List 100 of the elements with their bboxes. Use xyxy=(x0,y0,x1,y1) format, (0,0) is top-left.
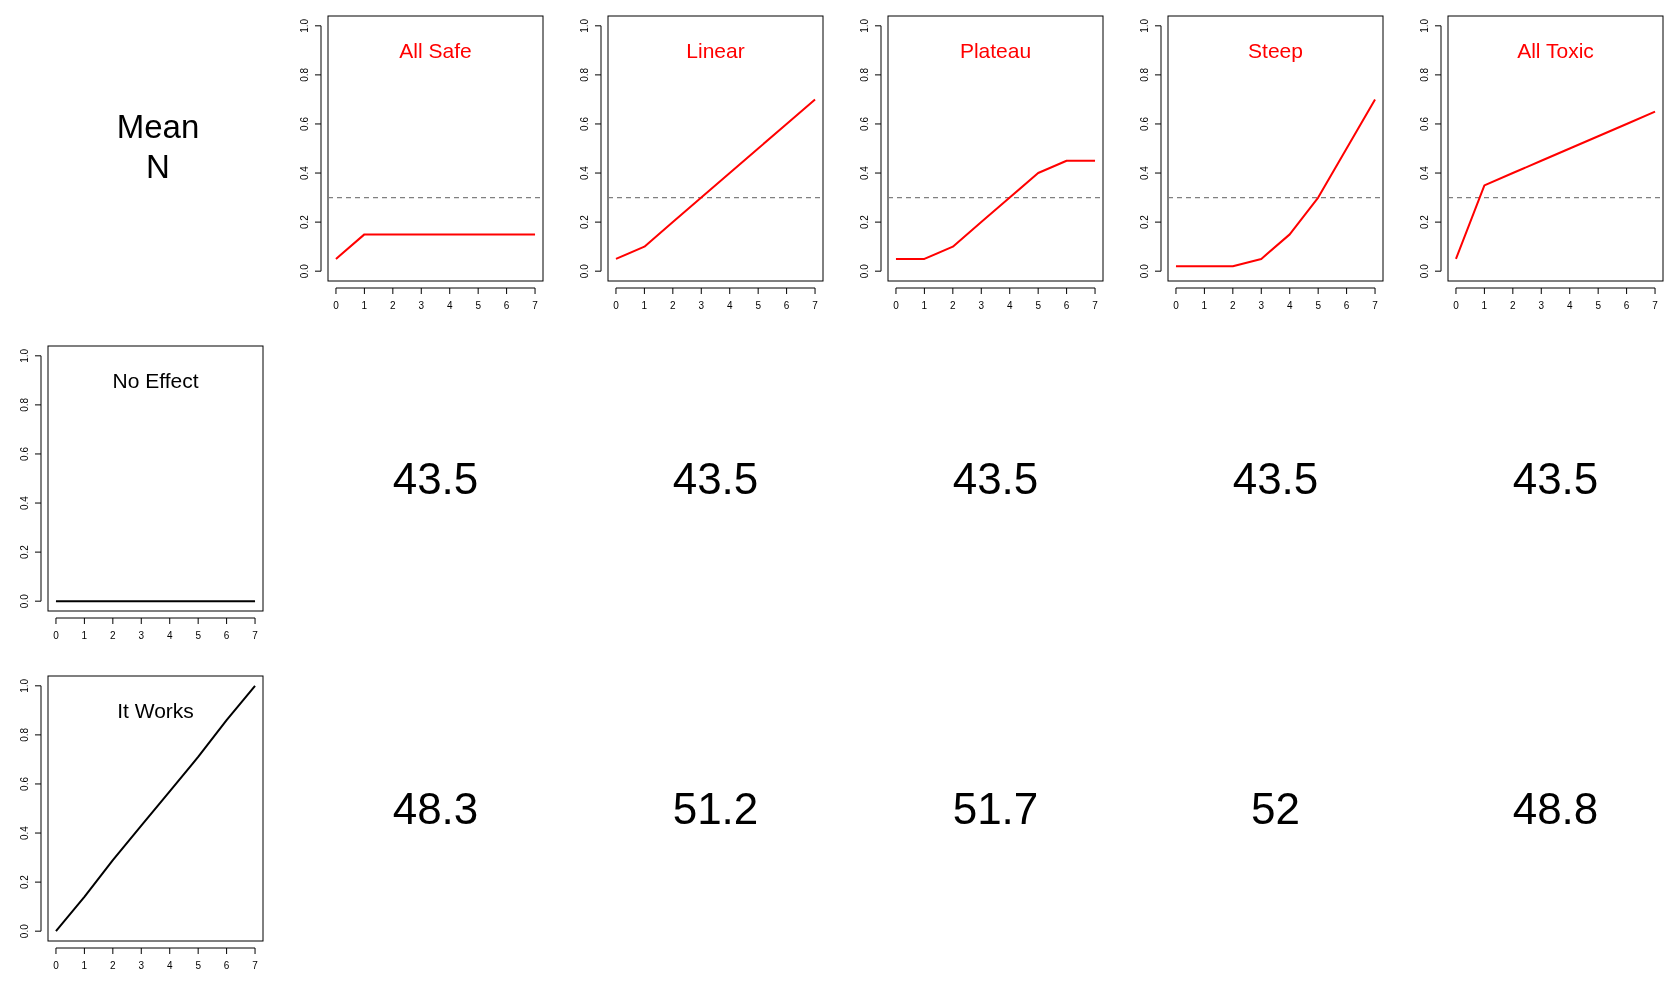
x-tick-label: 1 xyxy=(1201,300,1208,311)
x-tick-label: 0 xyxy=(53,960,60,971)
text: Linear xyxy=(686,39,745,62)
data-label: 43.5 xyxy=(952,453,1039,503)
y-tick-label: 0.4 xyxy=(19,825,30,840)
x-tick-label: 4 xyxy=(726,300,733,311)
y-tick-label: 0.2 xyxy=(299,214,310,230)
x-tick-label: 7 xyxy=(252,630,259,641)
x-tick-label: 5 xyxy=(475,300,482,311)
x-tick-label: 4 xyxy=(166,960,173,971)
x-tick-label: 6 xyxy=(783,300,790,311)
text: Plateau xyxy=(959,39,1032,62)
x-tick-label: 0 xyxy=(1173,300,1180,311)
data-label: 48.8 xyxy=(1512,783,1599,833)
x-tick-label: 0 xyxy=(613,300,620,311)
line-series xyxy=(54,684,257,933)
x-tick-label: 2 xyxy=(1230,300,1237,311)
x-tick-label: 3 xyxy=(418,300,425,311)
x-tick-label: 6 xyxy=(503,300,510,311)
y-tick-label: 0.2 xyxy=(1139,214,1150,230)
data-label: 51.2 xyxy=(672,783,759,833)
y-tick-label: 0.4 xyxy=(1419,165,1430,180)
text: Mean N xyxy=(116,108,200,185)
y-tick-label: 1.0 xyxy=(579,18,590,33)
data-label: 43.5 xyxy=(1512,453,1599,503)
y-tick-label: 0.0 xyxy=(579,263,590,279)
x-tick-label: 1 xyxy=(81,630,88,641)
x-tick-label: 2 xyxy=(390,300,397,311)
y-tick-label: 0.8 xyxy=(299,67,310,82)
x-tick-label: 2 xyxy=(110,630,117,641)
x-tick-label: 0 xyxy=(333,300,340,311)
x-tick-label: 3 xyxy=(138,960,145,971)
y-tick-label: 0.8 xyxy=(579,67,590,82)
data-label: 48.3 xyxy=(392,783,479,833)
x-tick-label: 7 xyxy=(1092,300,1099,311)
y-tick-label: 0.4 xyxy=(1139,165,1150,180)
text: No Effect xyxy=(112,369,199,392)
x-tick-label: 1 xyxy=(641,300,648,311)
x-tick-label: 6 xyxy=(1623,300,1630,311)
y-tick-label: 0.6 xyxy=(579,116,590,131)
x-tick-label: 0 xyxy=(53,630,60,641)
x-tick-label: 6 xyxy=(1063,300,1070,311)
y-tick-label: 0.4 xyxy=(859,165,870,180)
x-tick-label: 7 xyxy=(1372,300,1379,311)
y-tick-label: 0.0 xyxy=(1139,263,1150,279)
y-tick-label: 0.8 xyxy=(1139,67,1150,82)
y-tick-label: 0.6 xyxy=(1139,116,1150,131)
y-tick-label: 0.0 xyxy=(19,923,30,939)
y-tick-label: 0.2 xyxy=(19,544,30,560)
y-tick-label: 0.0 xyxy=(1419,263,1430,279)
y-tick-label: 0.8 xyxy=(19,727,30,742)
x-tick-label: 5 xyxy=(195,960,202,971)
x-tick-label: 0 xyxy=(893,300,900,311)
y-tick-label: 0.2 xyxy=(1419,214,1430,230)
y-tick-label: 1.0 xyxy=(19,348,30,363)
x-tick-label: 5 xyxy=(1035,300,1042,311)
x-tick-label: 2 xyxy=(110,960,117,971)
x-tick-label: 6 xyxy=(223,960,230,971)
y-tick-label: 0.2 xyxy=(19,874,30,890)
text: It Works xyxy=(117,699,194,722)
y-tick-label: 1.0 xyxy=(299,18,310,33)
x-tick-label: 4 xyxy=(446,300,453,311)
line-series xyxy=(614,98,817,260)
text: Steep xyxy=(1248,39,1303,62)
y-tick-label: 0.6 xyxy=(299,116,310,131)
x-tick-label: 1 xyxy=(1481,300,1488,311)
x-tick-label: 5 xyxy=(195,630,202,641)
y-tick-label: 0.6 xyxy=(1419,116,1430,131)
x-tick-label: 2 xyxy=(1510,300,1517,311)
x-tick-label: 2 xyxy=(950,300,957,311)
x-tick-label: 5 xyxy=(1315,300,1322,311)
text: All Safe xyxy=(399,39,472,62)
x-tick-label: 3 xyxy=(1258,300,1265,311)
y-tick-label: 0.6 xyxy=(19,446,30,461)
y-tick-label: 0.8 xyxy=(19,397,30,412)
x-tick-label: 4 xyxy=(1286,300,1293,311)
data-label: 43.5 xyxy=(1232,453,1319,503)
x-tick-label: 2 xyxy=(670,300,677,311)
x-tick-label: 3 xyxy=(138,630,145,641)
y-tick-label: 0.4 xyxy=(19,495,30,510)
x-tick-label: 1 xyxy=(361,300,368,311)
x-tick-label: 7 xyxy=(532,300,539,311)
x-tick-label: 4 xyxy=(1566,300,1573,311)
y-tick-label: 0.2 xyxy=(579,214,590,230)
data-label: 52 xyxy=(1251,783,1300,833)
text: All Toxic xyxy=(1517,39,1594,62)
y-tick-label: 1.0 xyxy=(1139,18,1150,33)
y-tick-label: 0.8 xyxy=(859,67,870,82)
y-tick-label: 0.0 xyxy=(19,593,30,609)
y-tick-label: 1.0 xyxy=(859,18,870,33)
x-tick-label: 7 xyxy=(812,300,819,311)
y-tick-label: 1.0 xyxy=(1419,18,1430,33)
data-label: 43.5 xyxy=(392,453,479,503)
line-series xyxy=(1174,98,1377,268)
y-tick-label: 0.4 xyxy=(579,165,590,180)
y-tick-label: 0.6 xyxy=(19,776,30,791)
y-tick-label: 0.0 xyxy=(299,263,310,279)
x-tick-label: 6 xyxy=(223,630,230,641)
y-tick-label: 0.6 xyxy=(859,116,870,131)
x-tick-label: 7 xyxy=(252,960,259,971)
